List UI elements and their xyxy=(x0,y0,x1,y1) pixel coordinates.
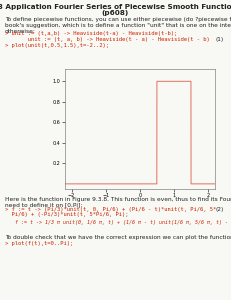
Text: > plot(f(t),t=0..Pi);: > plot(f(t),t=0..Pi); xyxy=(5,241,73,246)
Text: (p608): (p608) xyxy=(102,11,129,16)
Text: To double check that we have the correct expression we can plot the function:: To double check that we have the correct… xyxy=(5,236,231,241)
Text: (1): (1) xyxy=(216,37,224,42)
Text: To define piecewise functions, you can use either piecewise (do ?piecewise for t: To define piecewise functions, you can u… xyxy=(5,17,231,34)
Text: > unit := (t,a,b) -> Heaviside(t-a) - Heaviside(t-b);: > unit := (t,a,b) -> Heaviside(t-a) - He… xyxy=(5,32,177,37)
Text: > f := t -> (Pi/3)*unit(t, 0, Pi/6) + (Pi/6 - t)*unit(t, Pi/6, 5*: > f := t -> (Pi/3)*unit(t, 0, Pi/6) + (P… xyxy=(5,207,216,212)
Text: Pi/6) + (-Pi/3)*unit(t, 5*Pi/6, Pi);: Pi/6) + (-Pi/3)*unit(t, 5*Pi/6, Pi); xyxy=(5,212,128,217)
Text: Here is the function in Figure 9.3.8. This function is even, thus to find its Fo: Here is the function in Figure 9.3.8. Th… xyxy=(5,196,231,207)
Text: f := t -> 1/3 π unit(0, 1/6 π, t) + (1/6 π - t) unit(1/6 π, 5/6 π, t) - 1/3 π un: f := t -> 1/3 π unit(0, 1/6 π, t) + (1/6… xyxy=(9,220,231,225)
Text: 9.3 Application Fourier Series of Piecewise Smooth Functions: 9.3 Application Fourier Series of Piecew… xyxy=(0,4,231,10)
Text: (2): (2) xyxy=(216,207,224,212)
Text: > plot(unit(t,0.5,1.5),t=-2..2);: > plot(unit(t,0.5,1.5),t=-2..2); xyxy=(5,43,109,48)
Text: unit := (t, a, b) -> Heaviside(t - a) - Heaviside(t - b): unit := (t, a, b) -> Heaviside(t - a) - … xyxy=(5,37,209,42)
